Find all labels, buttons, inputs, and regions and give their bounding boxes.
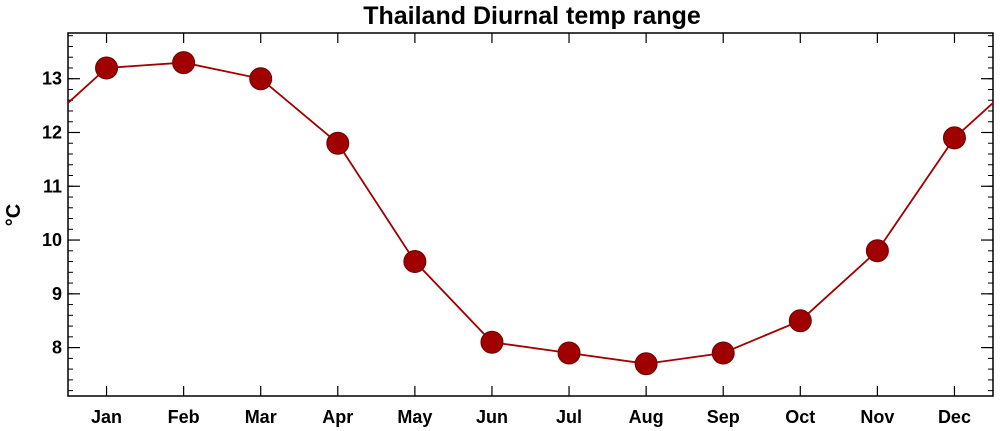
data-point-sep (711, 341, 735, 365)
x-tick-label-apr: Apr (322, 407, 353, 427)
series-line-group (67, 61, 994, 365)
x-tick-label-jul: Jul (556, 407, 582, 427)
data-point-nov (865, 239, 889, 263)
plot-frame (67, 32, 994, 397)
x-tick-label-jun: Jun (476, 407, 508, 427)
series-line (67, 61, 994, 365)
y-tick-label: 13 (42, 69, 62, 89)
y-tick-label: 10 (42, 230, 62, 250)
axes (67, 32, 994, 397)
x-tick-labels: Jan Feb Mar Apr May Jun Jul Aug Sep Oct Nov Dec (91, 407, 971, 427)
x-tick-label-nov: Nov (860, 407, 894, 427)
x-tick-label-dec: Dec (938, 407, 971, 427)
y-tick-labels: 8 9 10 11 12 13 (42, 69, 62, 358)
data-point-oct (788, 309, 812, 333)
y-axis-label: °C (3, 204, 25, 226)
data-point-dec (942, 126, 966, 150)
x-tick-label-aug: Aug (629, 407, 664, 427)
data-point-jan (95, 56, 119, 80)
x-tick-label-sep: Sep (707, 407, 740, 427)
data-points (95, 51, 966, 376)
chart-title: Thailand Diurnal temp range (363, 2, 701, 30)
x-tick-label-mar: Mar (245, 407, 277, 427)
data-point-may (403, 250, 427, 274)
data-point-aug (634, 352, 658, 376)
y-tick-label: 12 (42, 122, 62, 142)
data-point-jun (480, 330, 504, 354)
data-point-mar (249, 67, 273, 91)
x-tick-label-jan: Jan (91, 407, 122, 427)
data-point-apr (326, 131, 350, 155)
x-tick-label-oct: Oct (785, 407, 815, 427)
data-point-feb (172, 51, 196, 75)
y-tick-label: 11 (43, 176, 62, 196)
y-tick-label: 8 (52, 338, 62, 358)
y-tick-label: 9 (52, 284, 62, 304)
data-point-jul (557, 341, 581, 365)
x-tick-label-may: May (397, 407, 432, 427)
x-tick-label-feb: Feb (168, 407, 200, 427)
